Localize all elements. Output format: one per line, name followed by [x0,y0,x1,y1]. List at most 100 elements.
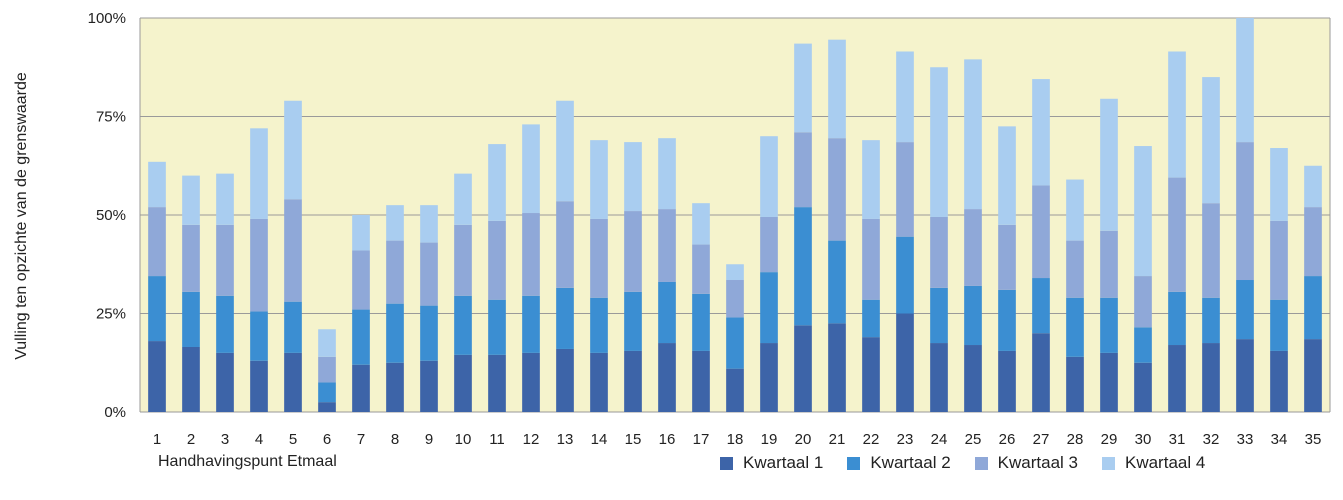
x-tick-label: 5 [289,431,297,448]
bar-segment-q4-13 [556,100,574,202]
bar-segment-q3-6 [318,356,336,383]
bar-segment-q2-19 [760,272,778,344]
bar-segment-q1-35 [1304,339,1322,412]
legend-label: Kwartaal 2 [870,453,951,472]
legend-item-kwartaal-1: Kwartaal 1 [720,453,823,473]
x-tick-label: 23 [897,431,914,448]
x-tick-label: 33 [1237,431,1254,448]
bar-segment-q1-31 [1168,345,1186,412]
bar-segment-q2-13 [556,287,574,349]
x-tick-label: 17 [693,431,710,448]
x-tick-label: 7 [357,431,365,448]
bar-segment-q1-16 [658,343,676,412]
bar-segment-q2-33 [1236,280,1254,340]
bar-segment-q4-32 [1202,77,1220,204]
bar-segment-q4-25 [964,59,982,210]
bar-segment-q3-35 [1304,207,1322,277]
x-axis-ticks: 1 2 3 4 5 6 7 8 9 10 11 12 13 14 15 16 17 18 19 20 21 22 23 24 2… [153,431,1322,448]
bar-segment-q4-24 [930,67,948,217]
y-tick-label: 0% [104,404,126,421]
y-tick-label: 25% [96,306,126,323]
bar-segment-q4-16 [658,138,676,210]
bar-segment-q2-35 [1304,276,1322,340]
bar-segment-q2-23 [896,236,914,314]
bar-segment-q3-10 [454,224,472,296]
bar-segment-q1-32 [1202,343,1220,412]
bar-segment-q2-24 [930,287,948,344]
bar-segment-q3-15 [624,211,642,292]
x-tick-label: 20 [795,431,812,448]
x-tick-label: 14 [591,431,608,448]
x-tick-label: 13 [557,431,574,448]
bar-segment-q2-7 [352,309,370,365]
bar-segment-q3-33 [1236,142,1254,281]
bar-segment-q1-14 [590,352,608,412]
bar-segment-q3-20 [794,132,812,208]
bar-segment-q1-1 [148,341,166,412]
bar-segment-q1-21 [828,323,846,412]
bar-segment-q1-20 [794,325,812,412]
bar-segment-q3-28 [1066,240,1084,298]
bar-segment-q4-11 [488,144,506,221]
x-tick-label: 29 [1101,431,1118,448]
bar-segment-q4-1 [148,161,166,208]
bar-segment-q1-3 [216,352,234,412]
x-tick-label: 11 [489,431,505,448]
x-tick-label: 19 [761,431,778,448]
x-tick-label: 31 [1169,431,1186,448]
bar-segment-q2-14 [590,297,608,353]
bar-segment-q3-32 [1202,203,1220,298]
bar-segment-q2-4 [250,311,268,361]
bar-segment-q4-28 [1066,179,1084,241]
bar-segment-q1-15 [624,350,642,412]
x-tick-label: 6 [323,431,331,448]
bar-segment-q2-30 [1134,327,1152,363]
bar-segment-q1-9 [420,360,438,412]
bar-segment-q3-7 [352,250,370,310]
bar-segment-q1-18 [726,368,744,412]
legend-item-kwartaal-2: Kwartaal 2 [847,453,951,473]
bar-segment-q1-33 [1236,339,1254,412]
x-tick-label: 34 [1271,431,1288,448]
y-axis-label-box: Vulling ten opzichte van de grenswaarde [0,18,44,413]
x-tick-label: 24 [931,431,948,448]
x-tick-label: 3 [221,431,229,448]
bar-segment-q1-17 [692,350,710,412]
x-tick-label: 2 [187,431,195,448]
bar-segment-q3-14 [590,218,608,298]
bar-segment-q2-11 [488,299,506,355]
x-tick-label: 35 [1305,431,1322,448]
bar-segment-q3-1 [148,207,166,277]
bar-segment-q1-24 [930,343,948,412]
legend-label: Kwartaal 1 [743,453,824,472]
x-tick-label: 16 [659,431,676,448]
bar-segment-q1-19 [760,343,778,412]
bars [148,18,1322,412]
bar-segment-q4-7 [352,215,370,251]
bar-segment-q1-2 [182,346,200,412]
bar-segment-q4-17 [692,203,710,245]
x-axis-label: Handhavingspunt Etmaal [158,453,337,470]
legend-swatch [1101,456,1115,470]
bar-segment-q4-15 [624,142,642,212]
bar-segment-q4-8 [386,205,404,241]
legend-swatch [847,456,861,470]
bar-segment-q4-6 [318,329,336,357]
bar-segment-q4-12 [522,124,540,214]
bar-segment-q1-29 [1100,352,1118,412]
bar-segment-q4-3 [216,173,234,225]
bar-segment-q3-12 [522,213,540,296]
bar-segment-q3-19 [760,216,778,273]
bar-segment-q3-21 [828,138,846,241]
bar-segment-q3-26 [998,224,1016,290]
bar-segment-q2-8 [386,303,404,363]
bar-segment-q1-7 [352,364,370,412]
x-tick-label: 32 [1203,431,1220,448]
bar-segment-q4-29 [1100,98,1118,231]
bar-segment-q1-6 [318,402,336,412]
x-tick-label: 28 [1067,431,1084,448]
y-axis-ticks: 0% 25% 50% 75% 100% [88,10,126,421]
bar-segment-q2-6 [318,382,336,403]
bar-segment-q2-2 [182,291,200,347]
